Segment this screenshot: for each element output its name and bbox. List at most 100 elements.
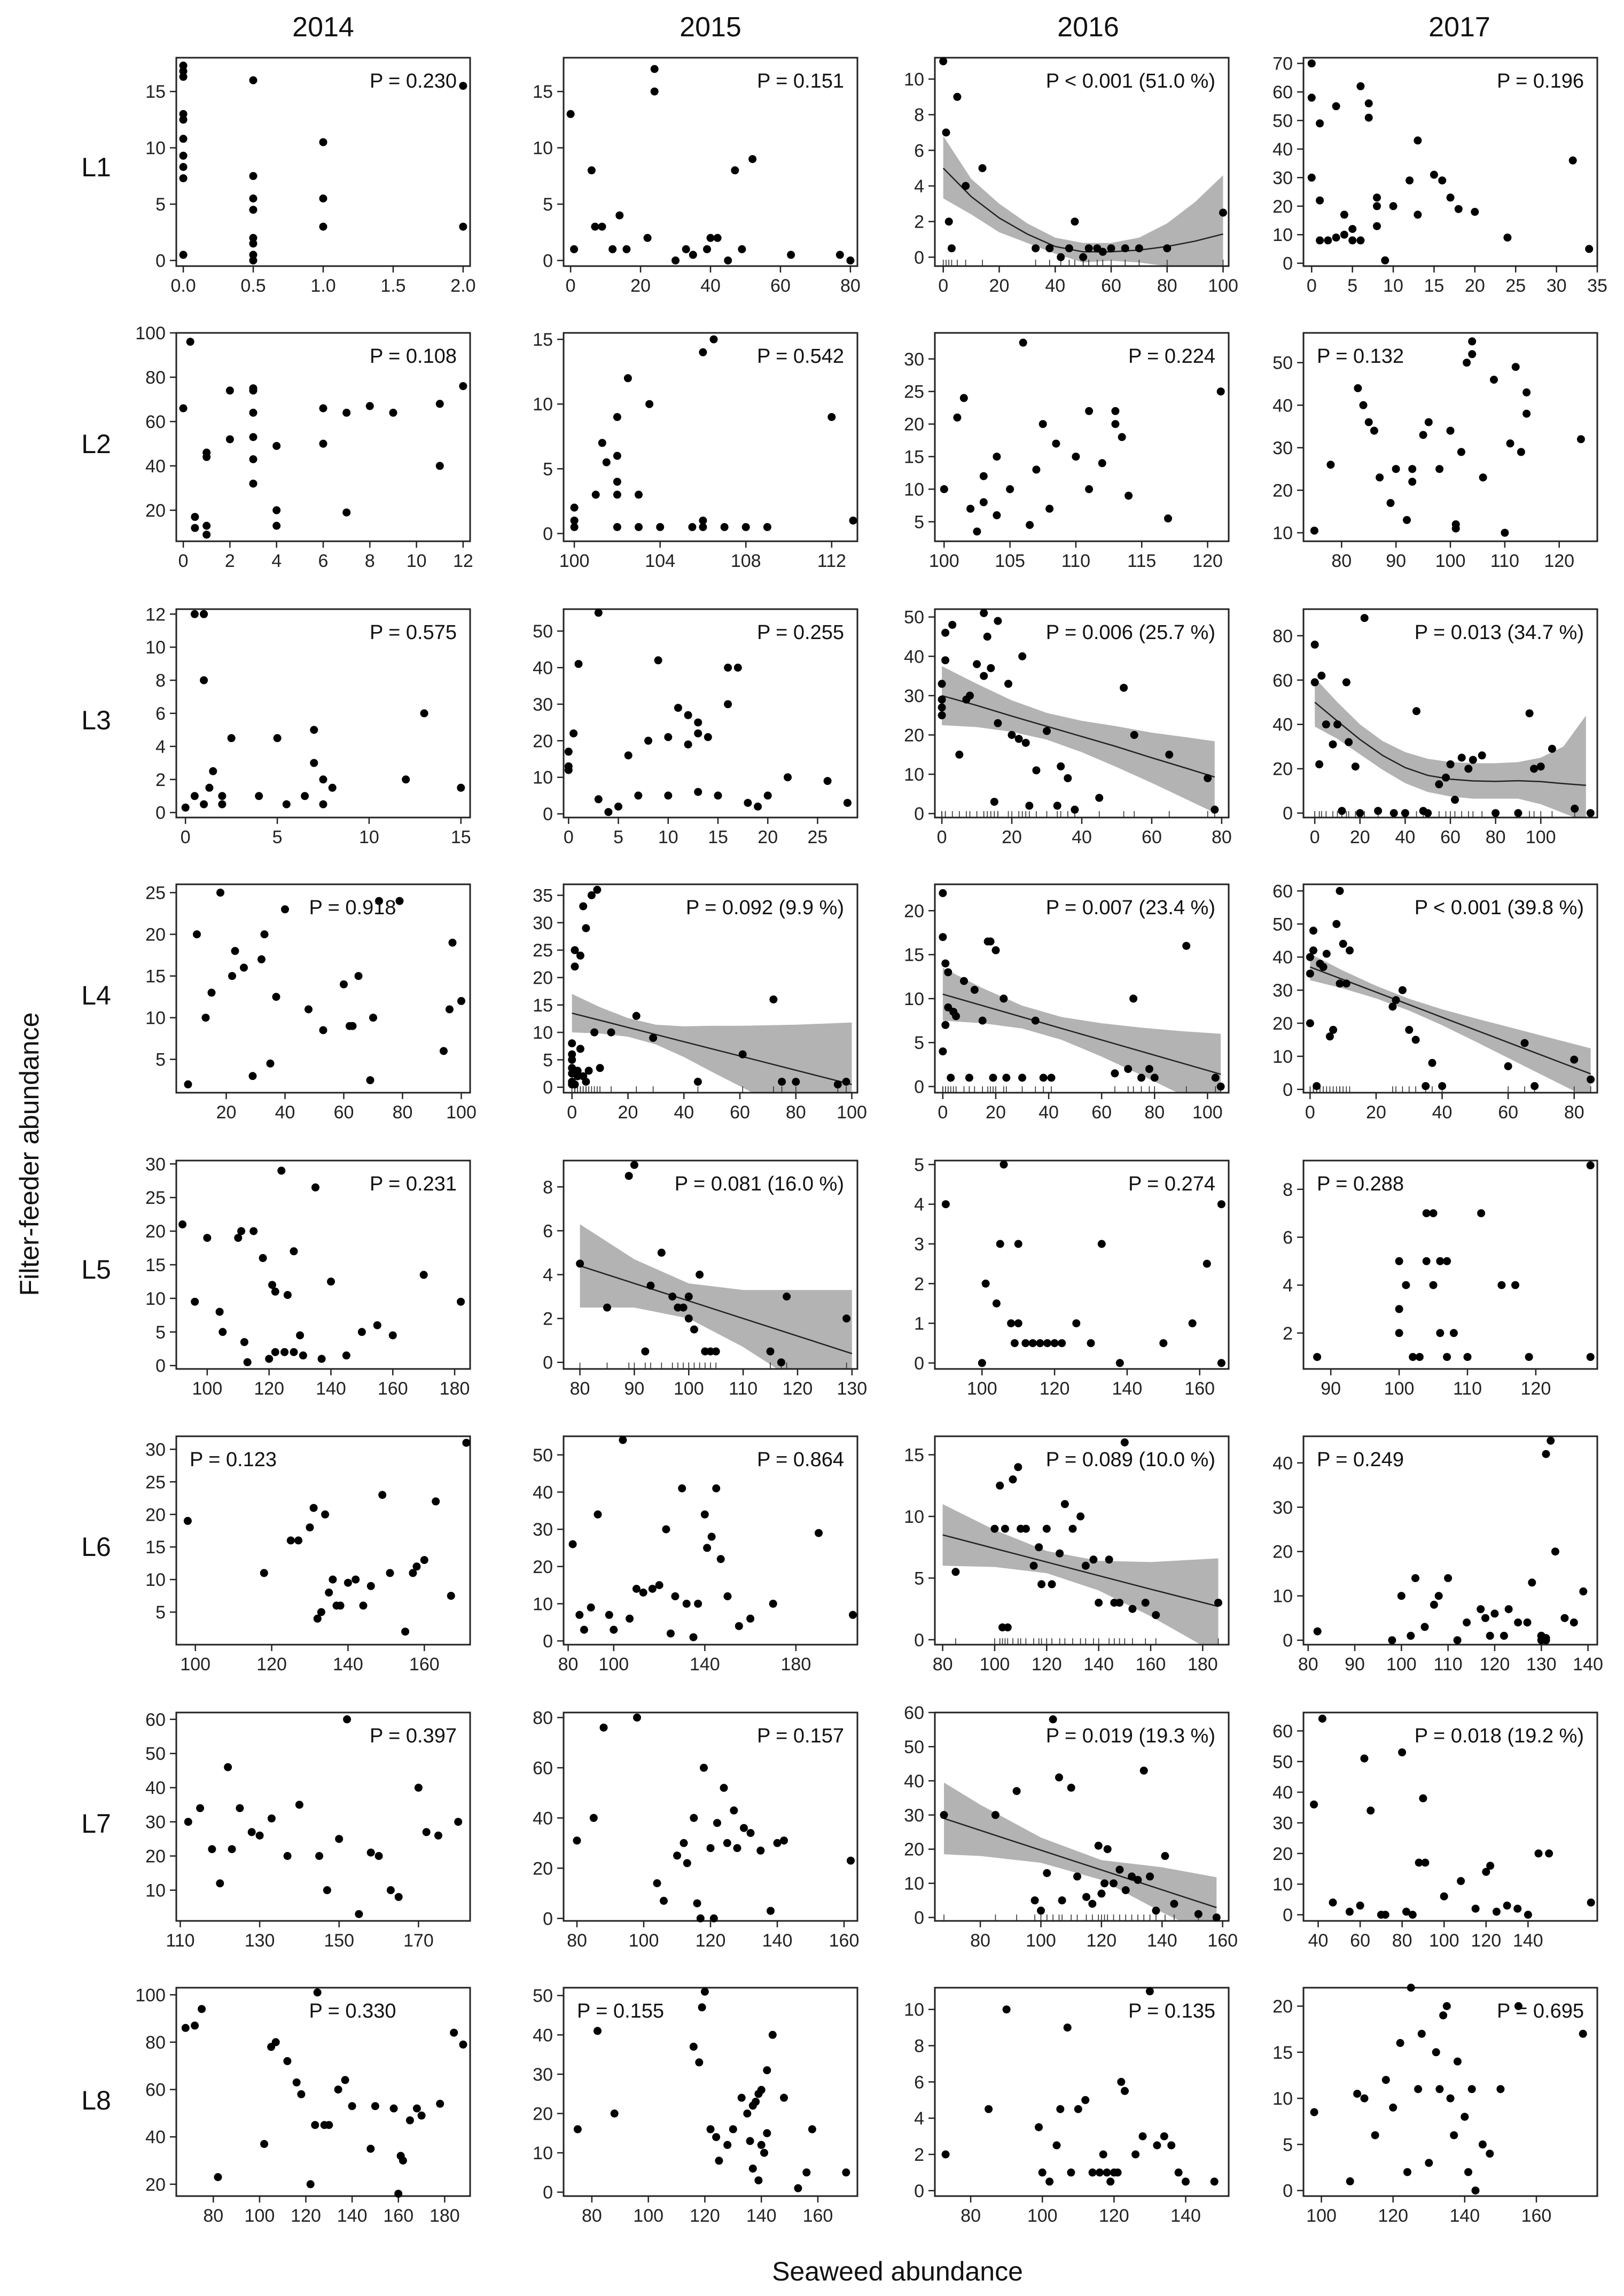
point-L4-2015-19 bbox=[587, 891, 596, 899]
point-L6-2015-0 bbox=[568, 1540, 577, 1548]
y-tick-label-L2-2014-2: 60 bbox=[145, 412, 166, 432]
point-L6-2017-3 bbox=[1407, 1631, 1415, 1640]
x-tick-label-L3-2014-3: 15 bbox=[451, 827, 471, 847]
x-tick-label-L4-2014-4: 100 bbox=[446, 1102, 477, 1123]
point-L1-2017-24 bbox=[1414, 211, 1422, 219]
point-L7-2016-21 bbox=[1134, 1875, 1142, 1884]
x-tick-label-L7-2017-1: 60 bbox=[1350, 1931, 1370, 1951]
point-L8-2016-29 bbox=[1210, 2177, 1219, 2186]
point-L6-2017-26 bbox=[1570, 1618, 1578, 1626]
point-L8-2015-16 bbox=[757, 2085, 766, 2094]
point-L7-2015-2 bbox=[599, 1723, 608, 1732]
point-L8-2017-2 bbox=[1353, 2090, 1362, 2098]
point-L6-2016-14 bbox=[1048, 1580, 1056, 1589]
y-tick-label-L1-2017-2: 20 bbox=[1272, 197, 1293, 217]
point-L6-2017-1 bbox=[1388, 1636, 1396, 1645]
panel-L7-2017: 40 60 80 100 120 140 0 10 20 30 40 50 60 P = 0.018 (1… bbox=[1272, 1711, 1598, 1951]
x-tick-label-L1-2017-3: 15 bbox=[1424, 276, 1445, 296]
point-L4-2017-19 bbox=[1398, 986, 1407, 994]
y-tick-label-L6-2014-2: 15 bbox=[145, 1537, 166, 1558]
x-tick-label-L3-2015-0: 0 bbox=[564, 827, 574, 847]
y-tick-label-L2-2016-1: 10 bbox=[904, 480, 924, 500]
panel-L5-2015: 80 90 100 110 120 130 0 2 4 6 8 P = 0.081 (16.0 %) bbox=[543, 1159, 867, 1399]
point-L8-2017-9 bbox=[1407, 1983, 1415, 1992]
point-L3-2016-32 bbox=[1130, 731, 1138, 739]
point-L6-2015-23 bbox=[712, 1484, 721, 1492]
point-L7-2017-25 bbox=[1545, 1849, 1553, 1858]
point-L5-2015-13 bbox=[696, 1271, 704, 1279]
y-tick-label-L7-2015-0: 0 bbox=[543, 1909, 553, 1929]
point-L1-2014-9 bbox=[179, 251, 188, 259]
confidence-band-L7-2016 bbox=[944, 1783, 1217, 1921]
y-tick-label-L4-2016-4: 20 bbox=[904, 901, 924, 921]
point-L3-2016-1 bbox=[938, 695, 946, 704]
point-L8-2014-10 bbox=[306, 2180, 315, 2189]
point-L8-2017-4 bbox=[1371, 2131, 1379, 2139]
column-title-2017: 2017 bbox=[1428, 12, 1490, 43]
point-L3-2017-12 bbox=[1360, 614, 1369, 622]
x-tick-label-L2-2015-1: 104 bbox=[645, 551, 675, 571]
point-L5-2016-1 bbox=[978, 1359, 986, 1367]
x-tick-label-L7-2016-2: 120 bbox=[1086, 1931, 1116, 1951]
y-tick-label-L2-2015-0: 0 bbox=[543, 524, 553, 544]
point-L2-2017-26 bbox=[1511, 363, 1520, 371]
point-L3-2015-20 bbox=[694, 729, 702, 738]
x-tick-label-L6-2016-5: 180 bbox=[1188, 1654, 1218, 1675]
x-tick-label-L4-2017-2: 40 bbox=[1432, 1102, 1453, 1123]
y-tick-label-L4-2017-4: 40 bbox=[1272, 947, 1293, 968]
y-tick-label-L8-2014-1: 40 bbox=[145, 2127, 166, 2147]
point-L5-2014-17 bbox=[290, 1247, 298, 1256]
point-L2-2017-8 bbox=[1392, 465, 1400, 473]
point-L4-2017-5 bbox=[1313, 1082, 1321, 1091]
point-L5-2016-19 bbox=[1159, 1339, 1168, 1348]
point-L8-2015-12 bbox=[746, 2137, 754, 2145]
point-L4-2015-24 bbox=[632, 1011, 641, 1020]
point-L8-2016-11 bbox=[1081, 2096, 1090, 2104]
p-value-L7-2017: P = 0.018 (19.2 %) bbox=[1415, 1725, 1584, 1747]
fit-line-L4-2017 bbox=[1309, 966, 1591, 1075]
point-L4-2016-2 bbox=[939, 1047, 947, 1056]
point-L3-2016-4 bbox=[941, 628, 950, 637]
point-L4-2015-11 bbox=[573, 1072, 582, 1080]
p-value-L2-2014: P = 0.108 bbox=[370, 345, 457, 368]
point-L4-2017-10 bbox=[1329, 1025, 1338, 1034]
y-tick-label-L3-2016-3: 30 bbox=[904, 686, 924, 706]
y-tick-label-L4-2015-4: 20 bbox=[533, 968, 553, 988]
point-L6-2016-16 bbox=[1060, 1500, 1069, 1508]
point-L6-2014-23 bbox=[432, 1497, 440, 1506]
plot-frame-L6-2016 bbox=[934, 1435, 1230, 1646]
point-L4-2017-18 bbox=[1392, 996, 1400, 1005]
point-L1-2015-20 bbox=[748, 155, 757, 164]
point-L1-2015-16 bbox=[713, 234, 722, 242]
point-L1-2016-9 bbox=[1057, 253, 1065, 261]
point-L6-2015-7 bbox=[619, 1436, 627, 1444]
row-label-L5: L5 bbox=[81, 1255, 111, 1285]
confidence-band-L1-2016 bbox=[943, 136, 1223, 266]
point-L7-2014-17 bbox=[366, 1848, 375, 1857]
x-tick-label-L5-2017-0: 90 bbox=[1321, 1379, 1341, 1399]
y-tick-label-L1-2016-1: 2 bbox=[914, 212, 924, 232]
y-tick-label-L5-2016-2: 2 bbox=[914, 1274, 924, 1294]
row-label-L8: L8 bbox=[81, 2085, 111, 2115]
point-L4-2015-8 bbox=[571, 946, 579, 954]
y-tick-label-L2-2015-1: 5 bbox=[543, 459, 553, 479]
x-tick-label-L2-2014-5: 10 bbox=[407, 551, 427, 571]
x-tick-label-L6-2016-3: 140 bbox=[1083, 1654, 1114, 1675]
point-L8-2017-10 bbox=[1414, 2085, 1423, 2093]
point-L3-2017-8 bbox=[1342, 678, 1350, 687]
y-tick-label-L4-2015-3: 15 bbox=[533, 995, 553, 1016]
point-L8-2014-16 bbox=[341, 2076, 349, 2084]
point-L1-2017-5 bbox=[1316, 236, 1324, 245]
point-L5-2017-15 bbox=[1449, 1329, 1458, 1337]
point-L3-2015-21 bbox=[704, 733, 712, 741]
point-L1-2017-27 bbox=[1446, 193, 1455, 202]
x-tick-label-L1-2014-4: 2.0 bbox=[450, 276, 475, 296]
x-tick-label-L6-2014-2: 140 bbox=[333, 1654, 363, 1675]
point-L6-2017-13 bbox=[1486, 1631, 1494, 1640]
point-L2-2015-25 bbox=[849, 516, 857, 525]
panel-L4-2014: 20 40 60 80 100 5 10 15 20 25 P = 0.918 bbox=[145, 883, 477, 1123]
y-tick-label-L8-2014-4: 100 bbox=[135, 1985, 166, 2005]
y-tick-label-L3-2014-2: 4 bbox=[155, 737, 166, 757]
point-L8-2016-14 bbox=[1099, 2150, 1107, 2159]
point-L2-2014-5 bbox=[202, 448, 211, 457]
